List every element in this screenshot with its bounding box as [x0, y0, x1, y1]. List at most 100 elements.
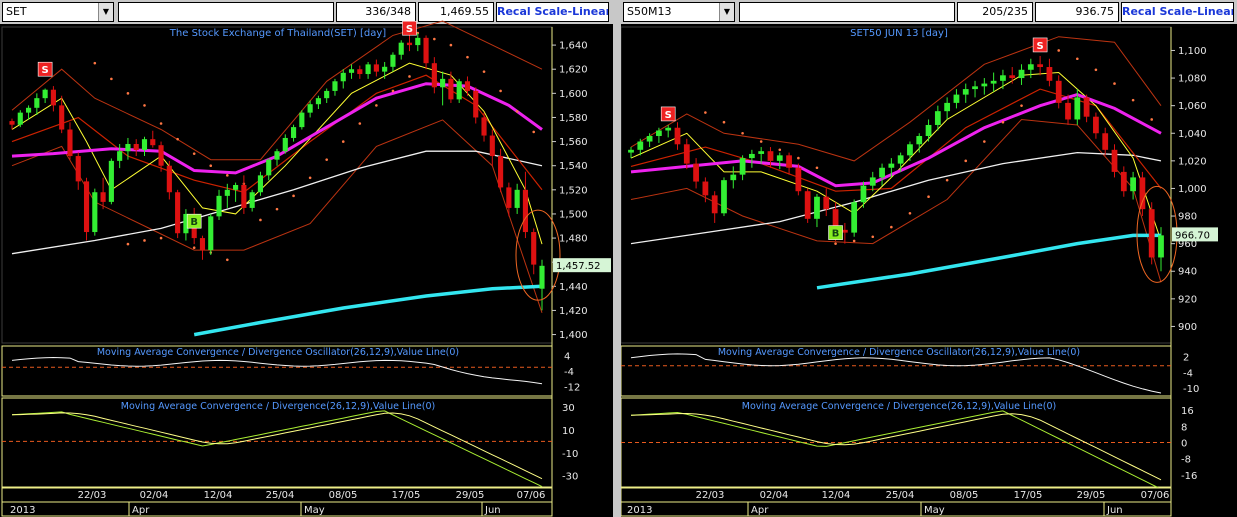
date-label: 25/04: [886, 490, 915, 501]
price-tick-label: 900: [1178, 322, 1197, 333]
candle-body: [1046, 67, 1053, 81]
candle-body: [1093, 116, 1099, 134]
bollinger-upper-line: [11, 20, 543, 161]
signal-label: S: [665, 110, 672, 121]
symbol-value: SET: [6, 5, 27, 18]
candle-body: [823, 196, 830, 210]
candle-body: [92, 192, 98, 233]
count-readout: 336/348: [336, 2, 416, 22]
sar-dot: [126, 242, 130, 246]
recal-scale-button[interactable]: Recal Scale-Linear: [1121, 2, 1234, 22]
candle-body: [282, 137, 288, 152]
sar-dot: [408, 75, 411, 78]
candle-body: [464, 81, 471, 91]
sar-dot: [890, 225, 893, 229]
month-label: May: [924, 505, 945, 516]
moving-average-yellow: [630, 71, 1162, 242]
candle-body: [398, 42, 404, 55]
toolbar: S50M13 ▼ 205/235 936.75 Recal Scale-Line…: [621, 0, 1237, 24]
sar-dot: [1094, 68, 1098, 72]
candle-body: [637, 141, 644, 150]
candle-body: [972, 86, 978, 90]
symbol-select[interactable]: S50M13 ▼: [623, 2, 735, 22]
candle-body: [851, 202, 858, 233]
sar-dot: [259, 218, 262, 222]
sar-dot: [927, 195, 930, 199]
sar-dot: [341, 140, 345, 143]
candle-body: [1027, 64, 1034, 70]
panel-divider: [613, 0, 621, 517]
chevron-down-icon[interactable]: ▼: [98, 3, 113, 21]
signal-label: S: [42, 65, 49, 76]
candle-body: [117, 151, 123, 161]
candle-body: [665, 127, 672, 131]
candle-body: [925, 124, 932, 137]
macd-signal-line: [11, 412, 543, 480]
sar-dot: [778, 148, 782, 152]
date-label: 07/06: [1141, 490, 1170, 501]
candle-body: [804, 191, 811, 219]
sar-dot: [292, 194, 295, 198]
sar-dot: [871, 235, 875, 239]
recal-scale-button[interactable]: Recal Scale-Linear: [496, 2, 609, 22]
candle-body: [721, 180, 727, 214]
sar-dot: [964, 159, 968, 163]
candle-body: [473, 90, 479, 118]
signal-marker: [402, 20, 417, 36]
date-label: 22/03: [78, 490, 107, 501]
price-tick-label: 1,000: [1178, 184, 1207, 195]
toolbar: SET ▼ 336/348 1,469.55 Recal Scale-Linea…: [0, 0, 613, 24]
sar-dot: [143, 104, 146, 107]
candle-body: [841, 229, 848, 233]
candle-body: [224, 189, 230, 196]
candle-body: [916, 136, 923, 145]
price-tick-label: 920: [1178, 294, 1197, 305]
macd-tick-label: 30: [562, 403, 575, 414]
candle-body: [1065, 102, 1071, 120]
sar-dot: [908, 211, 912, 215]
candle-body: [888, 163, 895, 168]
price-readout: 1,469.55: [418, 2, 494, 22]
moving-average-white: [11, 150, 543, 255]
bollinger-lower-line: [630, 118, 1162, 283]
sar-dot: [375, 104, 378, 107]
candle-body: [498, 156, 504, 188]
blank-field: [739, 2, 955, 22]
sar-dot: [1150, 118, 1154, 121]
candle-body: [175, 192, 181, 234]
candle-body: [531, 232, 537, 265]
sar-dot: [1001, 120, 1005, 124]
candle-body: [1158, 235, 1164, 258]
price-tick-label: 1,520: [559, 185, 588, 196]
date-label: 25/04: [266, 490, 295, 501]
symbol-select[interactable]: SET ▼: [2, 2, 114, 22]
moving-average-red: [630, 88, 1162, 192]
signal-marker: [186, 213, 202, 229]
candle-body: [656, 130, 662, 137]
price-tick-label: 960: [1178, 239, 1197, 250]
oscillator-line: [630, 353, 1162, 394]
last-price-box: [553, 258, 611, 273]
sar-dot: [226, 258, 229, 262]
candle-body: [125, 143, 131, 152]
chart-title: The Stock Exchange of Thailand(SET) [day…: [169, 28, 386, 39]
signal-marker: [1032, 37, 1048, 53]
sar-dot: [797, 156, 800, 160]
signal-marker: [37, 61, 53, 77]
sar-dot: [110, 77, 113, 81]
date-label: 12/04: [822, 490, 851, 501]
candle-body: [34, 98, 40, 108]
candle-body: [1009, 75, 1016, 79]
price-tick-label: 940: [1178, 267, 1197, 278]
price-tick-label: 1,580: [559, 113, 588, 124]
sar-dot: [449, 43, 453, 47]
chevron-down-icon[interactable]: ▼: [719, 3, 734, 21]
highlight-circle: [515, 209, 561, 301]
price-tick-label: 1,060: [1178, 101, 1207, 112]
sar-dot: [852, 239, 856, 243]
sar-dot: [704, 111, 707, 114]
candle-body: [150, 139, 156, 146]
candle-body: [879, 167, 885, 178]
macd-tick-label: -16: [1181, 471, 1197, 482]
candle-body: [506, 187, 512, 208]
